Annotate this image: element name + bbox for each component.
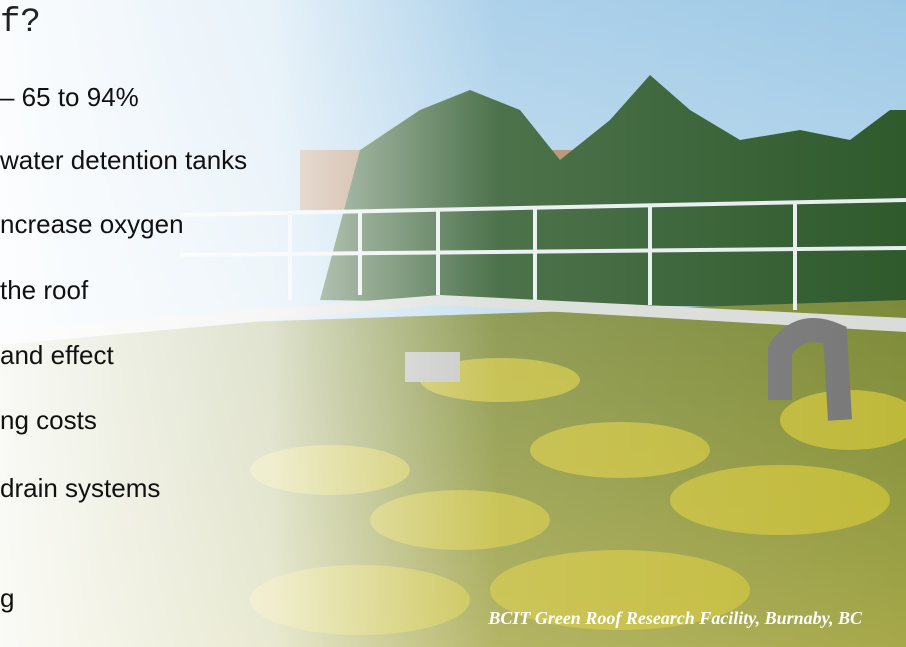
slide-title: f? — [0, 4, 41, 42]
bullet-text: g — [0, 583, 15, 613]
bullet-text: the roof — [0, 275, 89, 305]
bullet-text: drain systems — [0, 473, 161, 503]
photo-caption: BCIT Green Roof Research Facility, Burna… — [488, 608, 862, 628]
bullet-text: ncrease oxygen — [0, 209, 184, 239]
bullet-text: – 65 to 94% — [0, 82, 139, 112]
bullet-text: water detention tanks — [0, 145, 248, 175]
bullet-text: ng costs — [0, 405, 97, 435]
bullet-text: and effect — [0, 340, 114, 370]
